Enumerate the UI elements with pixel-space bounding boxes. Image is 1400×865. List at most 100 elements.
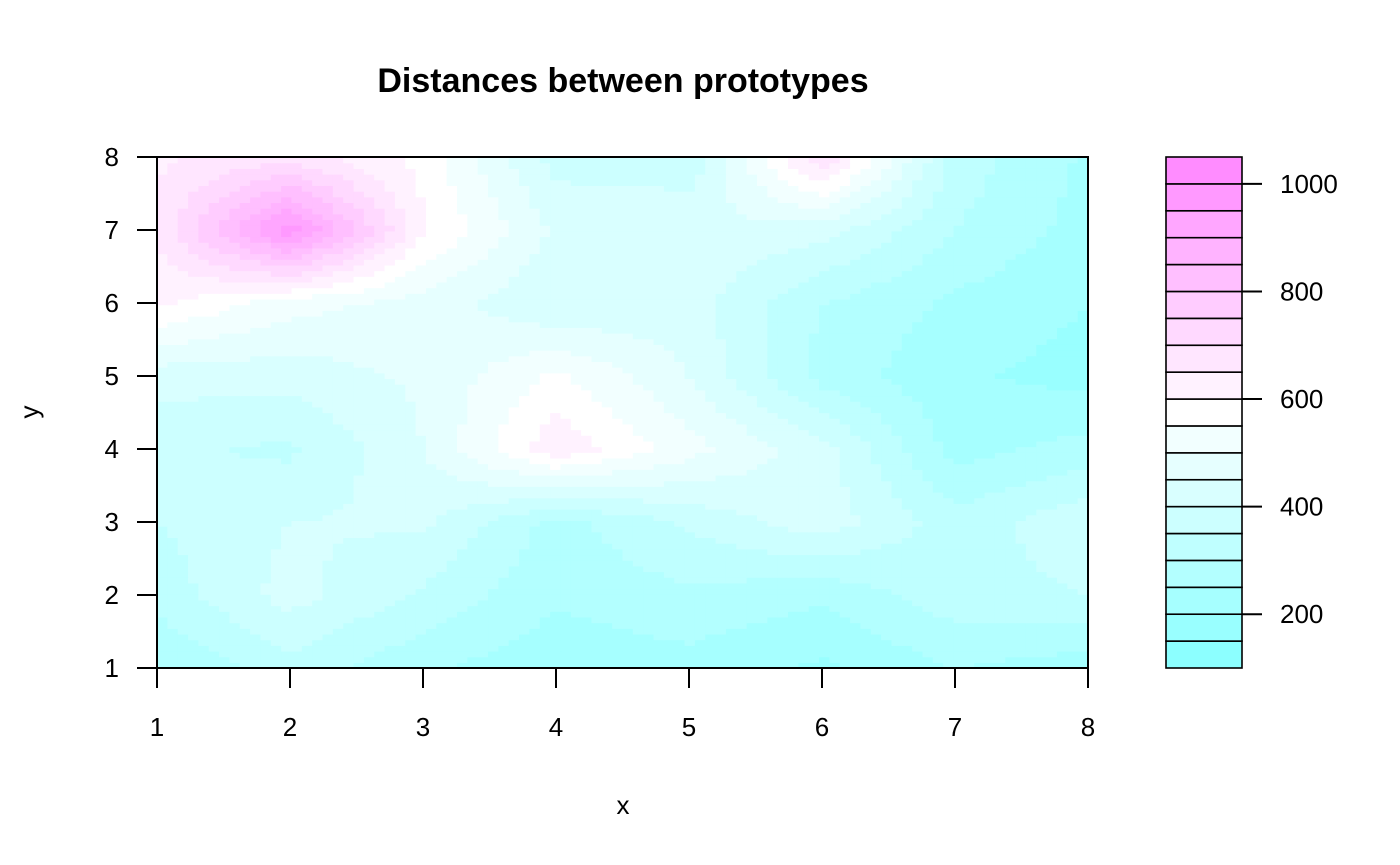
- contour-cell: [694, 452, 706, 459]
- contour-cell: [870, 622, 882, 629]
- contour-cell: [788, 389, 799, 397]
- contour-cell: [157, 514, 168, 521]
- contour-cell: [415, 503, 427, 510]
- contour-cell: [612, 350, 624, 357]
- contour-cell: [332, 633, 344, 641]
- contour-cell: [519, 423, 530, 431]
- contour-cell: [560, 423, 572, 431]
- contour-cell: [963, 543, 975, 550]
- contour-cell: [198, 526, 210, 533]
- contour-cell: [922, 395, 934, 402]
- contour-cell: [974, 560, 986, 567]
- contour-cell: [219, 594, 231, 601]
- contour-cell: [643, 560, 655, 567]
- contour-cell: [157, 616, 168, 624]
- contour-cell: [1056, 491, 1068, 499]
- contour-cell: [860, 605, 872, 612]
- contour-cell: [829, 633, 841, 641]
- contour-cell: [529, 395, 541, 402]
- contour-cell: [994, 452, 1006, 459]
- contour-cell: [953, 463, 965, 470]
- contour-cell: [891, 509, 903, 516]
- contour-cell: [446, 491, 458, 499]
- contour-cell: [1077, 378, 1089, 385]
- contour-cell: [550, 497, 562, 504]
- contour-cell: [229, 605, 241, 612]
- contour-cell: [870, 480, 882, 487]
- contour-cell: [188, 633, 199, 641]
- contour-cell: [1046, 378, 1058, 385]
- contour-cell: [715, 645, 727, 652]
- contour-cell: [229, 509, 241, 516]
- contour-cell: [270, 656, 282, 663]
- contour-cell: [705, 537, 717, 544]
- contour-cell: [1046, 355, 1058, 362]
- contour-cell: [270, 514, 282, 521]
- contour-cell: [363, 571, 375, 578]
- contour-cell: [581, 616, 593, 624]
- contour-cell: [736, 571, 748, 578]
- contour-cell: [912, 367, 924, 374]
- contour-cell: [239, 633, 251, 641]
- contour-cell: [943, 565, 955, 573]
- contour-cell: [725, 577, 737, 584]
- contour-cell: [270, 372, 282, 380]
- contour-cell: [208, 406, 220, 414]
- contour-cell: [560, 582, 572, 590]
- contour-cell: [436, 639, 448, 646]
- contour-cell: [508, 622, 520, 629]
- contour-cell: [508, 350, 520, 357]
- contour-cell: [756, 395, 768, 402]
- contour-cell: [539, 588, 551, 595]
- contour-cell: [870, 628, 882, 635]
- contour-cell: [705, 577, 717, 584]
- contour-cell: [912, 457, 924, 465]
- contour-cell: [850, 367, 862, 374]
- contour-cell: [860, 435, 872, 442]
- contour-cell: [477, 639, 489, 646]
- contour-cell: [157, 395, 168, 402]
- contour-cell: [456, 412, 468, 419]
- contour-cell: [498, 355, 510, 362]
- contour-cell: [715, 526, 727, 533]
- contour-cell: [415, 577, 427, 584]
- contour-cell: [384, 537, 396, 544]
- contour-cell: [1005, 361, 1017, 368]
- contour-cell: [1015, 384, 1027, 391]
- contour-cell: [994, 571, 1006, 578]
- contour-cell: [746, 389, 758, 397]
- contour-cell: [756, 645, 768, 652]
- contour-cell: [301, 446, 313, 453]
- contour-cell: [860, 611, 872, 618]
- contour-cell: [1036, 509, 1048, 516]
- contour-cell: [1056, 577, 1068, 584]
- contour-cell: [519, 599, 530, 607]
- contour-cell: [1015, 650, 1027, 658]
- contour-cell: [1077, 662, 1089, 669]
- contour-cell: [353, 656, 365, 663]
- contour-cell: [270, 509, 282, 516]
- contour-cell: [529, 548, 541, 556]
- contour-cell: [653, 503, 665, 510]
- contour-cell: [177, 429, 189, 436]
- contour-cell: [529, 650, 541, 658]
- contour-cell: [963, 645, 975, 652]
- contour-cell: [291, 611, 303, 618]
- contour-cell: [798, 560, 810, 567]
- contour-cell: [477, 531, 489, 539]
- contour-cell: [1077, 526, 1089, 533]
- contour-cell: [467, 497, 479, 504]
- contour-cell: [819, 378, 830, 385]
- contour-cell: [219, 662, 231, 669]
- contour-cell: [725, 588, 737, 595]
- contour-cell: [539, 662, 551, 669]
- contour-cell: [788, 503, 799, 510]
- contour-cell: [953, 594, 965, 601]
- contour-cell: [839, 457, 851, 465]
- contour-cell: [332, 418, 344, 425]
- contour-cell: [415, 395, 427, 402]
- contour-cell: [529, 355, 541, 362]
- contour-cell: [374, 435, 386, 442]
- contour-cell: [260, 656, 272, 663]
- contour-cell: [922, 628, 934, 635]
